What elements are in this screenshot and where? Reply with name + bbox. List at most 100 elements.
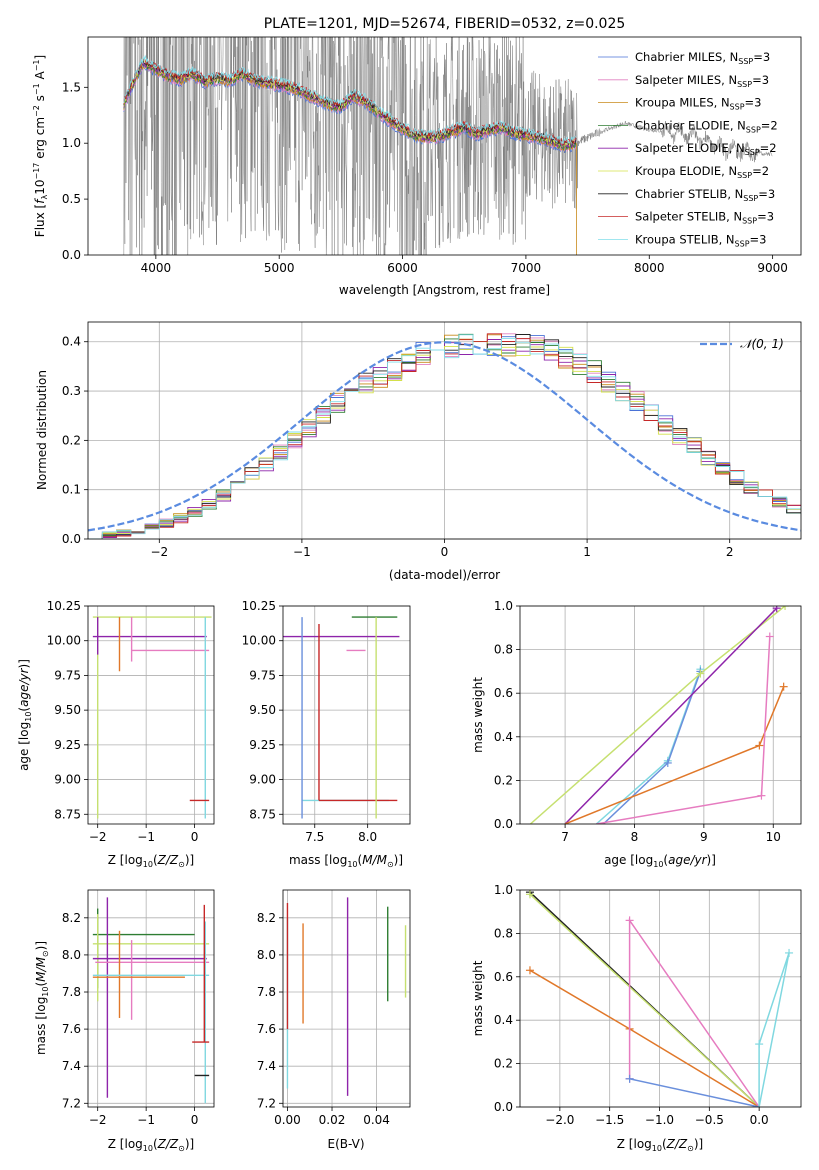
x-tick-label: 1	[583, 545, 591, 559]
axes-frame	[519, 889, 802, 1108]
y-tick-label: 0.8	[494, 643, 513, 657]
y-tick-label: 7.6	[62, 1022, 81, 1036]
y-tick-label: 8.2	[257, 911, 276, 925]
weight-series	[629, 1078, 760, 1107]
y-tick-label: 0.1	[62, 483, 81, 497]
x-tick-label: 9	[700, 830, 708, 844]
weight-vs-Z-panel: −2.0 −1.5 −1.0 −0.5 0.0 0.0 0.2 0.4 0.6 0.8 1.0	[494, 883, 802, 1127]
errorbar-point	[92, 921, 210, 1104]
y-tick-label: 0.2	[494, 1057, 513, 1071]
y-axis-label: Normed distribution	[35, 370, 49, 490]
model-spectrum	[123, 62, 577, 151]
y-tick-label: 8.0	[257, 948, 276, 962]
y-tick-label: 9.50	[54, 703, 81, 717]
age-vs-mass-plot-area	[283, 616, 400, 819]
y-tick-label: 9.00	[54, 773, 81, 787]
y-tick-label: 0.4	[62, 335, 81, 349]
weight-marker	[525, 966, 534, 975]
x-tick-label: −1	[293, 545, 311, 559]
x-tick-label: 4000	[141, 261, 172, 275]
normal-curve	[88, 341, 801, 532]
errorbar-point	[92, 914, 210, 1002]
y-tick-label: 1.0	[62, 136, 81, 150]
x-tick-label: 6000	[387, 261, 418, 275]
x-axis-label: mass [log10(M/M⊙)]	[289, 853, 403, 869]
x-axis-label: E(B-V)	[327, 1137, 364, 1151]
x-tick-label: 0.00	[274, 1113, 301, 1127]
y-tick-label: 9.75	[54, 668, 81, 682]
x-tick-label: −2.0	[545, 1113, 574, 1127]
weight-series	[758, 952, 790, 1107]
x-axis-label: Z [log10(Z/Z⊙)]	[617, 1137, 703, 1153]
weight-series	[596, 636, 771, 824]
axes-frame	[519, 605, 802, 825]
y-tick-label: 7.8	[257, 985, 276, 999]
y-axis-label: age [log10(age/yr)]	[17, 659, 33, 771]
errorbar-point	[92, 616, 212, 819]
x-tick-label: 0.02	[319, 1113, 346, 1127]
y-tick-label: 0.0	[62, 248, 81, 262]
model-spectrum	[123, 54, 577, 145]
y-tick-label: 9.00	[249, 773, 276, 787]
x-tick-label: 0	[441, 545, 449, 559]
x-tick-label: −1	[137, 830, 155, 844]
x-tick-label: −1	[137, 1113, 155, 1127]
x-tick-label: 0	[191, 830, 199, 844]
errorbar-point	[92, 930, 185, 1018]
x-tick-label: 5000	[264, 261, 295, 275]
weight-marker	[781, 606, 790, 610]
x-tick-label: −1.5	[595, 1113, 624, 1127]
weight-series	[564, 607, 778, 824]
y-tick-label: 0.5	[62, 192, 81, 206]
x-tick-label: −2	[89, 1113, 107, 1127]
spectrum-panel: 4000 5000 6000 7000 8000 9000 0.0 0.5 1.0 1.5 Chab…	[62, 36, 802, 275]
axes-frame	[87, 36, 802, 256]
x-tick-label: −0.5	[695, 1113, 724, 1127]
y-tick-label: 0.6	[494, 970, 513, 984]
x-tick-label: −1.0	[645, 1113, 674, 1127]
legend-label: Salpeter STELIB, NSSP=3	[635, 210, 774, 226]
weight-marker	[696, 669, 705, 678]
weight-series	[564, 686, 785, 824]
x-axis-label: Z [log10(Z/Z⊙)]	[108, 1137, 194, 1153]
residuals-panel: −2 −1 0 1 2 0.0 0.1 0.2 0.3 0.4 𝒩(0, 1)	[62, 321, 802, 559]
weight-marker	[525, 890, 534, 899]
y-axis-label: mass [log10(M/M⊙)]	[34, 941, 50, 1055]
weight-series	[602, 671, 702, 824]
x-tick-label: 2	[726, 545, 734, 559]
y-tick-label: 9.25	[249, 738, 276, 752]
residual-histogram	[88, 334, 801, 539]
weight-series	[595, 668, 702, 824]
mass-vs-ebv-plot-area	[286, 897, 407, 1096]
axes-frame	[282, 889, 411, 1108]
errorbar-point	[95, 940, 210, 1020]
y-tick-label: 8.75	[54, 807, 81, 821]
weight-marker	[779, 682, 788, 691]
legend: Chabrier MILES, NSSP=3 Salpeter MILES, NS…	[598, 50, 778, 248]
y-tick-label: 9.25	[54, 738, 81, 752]
y-tick-label: 8.75	[249, 807, 276, 821]
age-vs-Z-plot-area	[92, 616, 212, 819]
errorbar-point	[92, 617, 207, 655]
x-tick-label: 8	[631, 830, 639, 844]
x-tick-label: 7	[561, 830, 569, 844]
weight-marker	[625, 1074, 634, 1083]
y-tick-label: 10.00	[242, 634, 276, 648]
age-vs-Z-panel: −2 −1 0 8.75 9.00 9.25 9.50 9.75 10.00 10.25	[47, 599, 215, 844]
y-tick-label: 0.4	[494, 1013, 513, 1027]
y-tick-label: 0.4	[494, 730, 513, 744]
legend-label: 𝒩(0, 1)	[740, 337, 784, 351]
weight-marker	[785, 948, 794, 957]
y-axis-label: mass weight	[471, 960, 485, 1036]
x-tick-label: 8.0	[358, 830, 377, 844]
weight-marker	[663, 758, 672, 767]
weight-marker	[772, 606, 781, 613]
x-axis-label: (data-model)/error	[389, 568, 500, 582]
x-tick-label: 0.0	[750, 1113, 769, 1127]
y-tick-label: 0.0	[494, 817, 513, 831]
mass-vs-ebv-panel: 0.00 0.02 0.04 7.2 7.4 7.6 7.8 8.0 8.2	[257, 889, 411, 1127]
residual-histogram	[88, 340, 801, 539]
y-tick-label: 7.2	[257, 1096, 276, 1110]
errorbar-point	[92, 897, 207, 1098]
mass-vs-Z-panel: −2 −1 0 7.2 7.4 7.6 7.8 8.0 8.2	[62, 889, 215, 1127]
